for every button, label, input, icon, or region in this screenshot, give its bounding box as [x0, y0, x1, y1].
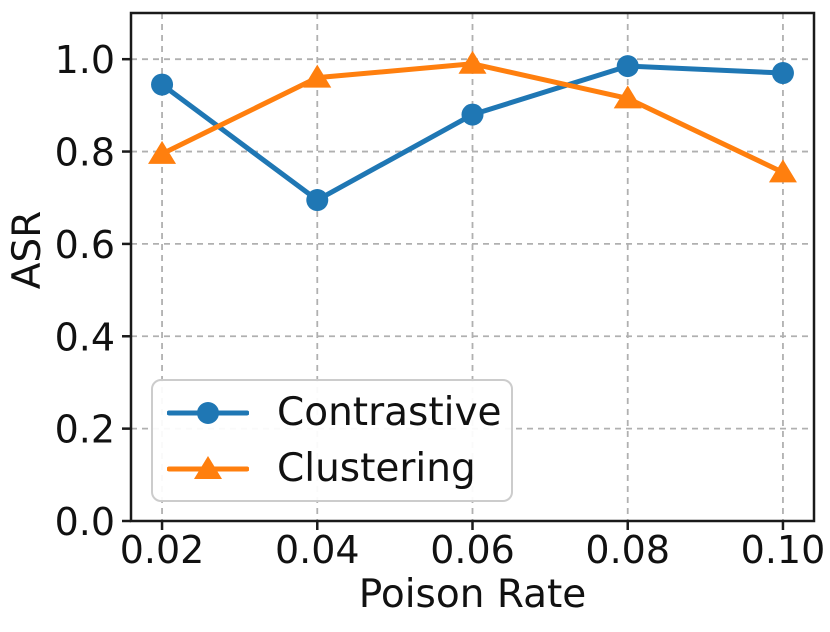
marker-contrastive — [461, 103, 484, 126]
y-tick-label: 0.0 — [55, 500, 115, 544]
marker-clustering — [303, 64, 332, 88]
marker-clustering — [458, 50, 487, 74]
marker-clustering — [768, 159, 797, 183]
legend-label-contrastive: Contrastive — [277, 390, 502, 435]
x-tick-label: 0.04 — [275, 528, 360, 572]
marker-contrastive — [771, 62, 794, 85]
y-tick-label: 0.4 — [55, 315, 115, 359]
y-tick-label: 0.2 — [55, 408, 115, 452]
x-tick-label: 0.02 — [120, 528, 205, 572]
clustering-line-marker-icon — [167, 455, 249, 479]
contrastive-line-marker-icon — [167, 401, 249, 424]
x-axis-label: Poison Rate — [358, 572, 587, 617]
marker-contrastive — [306, 189, 329, 212]
x-tick-label: 0.08 — [585, 528, 670, 572]
y-tick-label: 0.6 — [55, 223, 115, 267]
y-tick-label: 1.0 — [55, 38, 115, 82]
legend-item-contrastive: Contrastive — [167, 385, 511, 441]
marker-contrastive — [151, 73, 174, 96]
marker-clustering — [613, 85, 642, 109]
marker-contrastive — [616, 55, 639, 78]
legend-sample-marker — [197, 401, 219, 424]
y-axis-label: ASR — [5, 210, 50, 290]
y-tick-label: 0.8 — [55, 131, 115, 175]
legend-label-clustering: Clustering — [277, 446, 476, 491]
marker-clustering — [148, 140, 177, 164]
x-tick-label: 0.10 — [741, 528, 826, 572]
legend-sample-marker — [194, 455, 222, 479]
legend-item-clustering: Clustering — [167, 441, 511, 497]
x-tick-label: 0.06 — [430, 528, 515, 572]
legend-box: Contrastive Clustering — [151, 379, 513, 502]
